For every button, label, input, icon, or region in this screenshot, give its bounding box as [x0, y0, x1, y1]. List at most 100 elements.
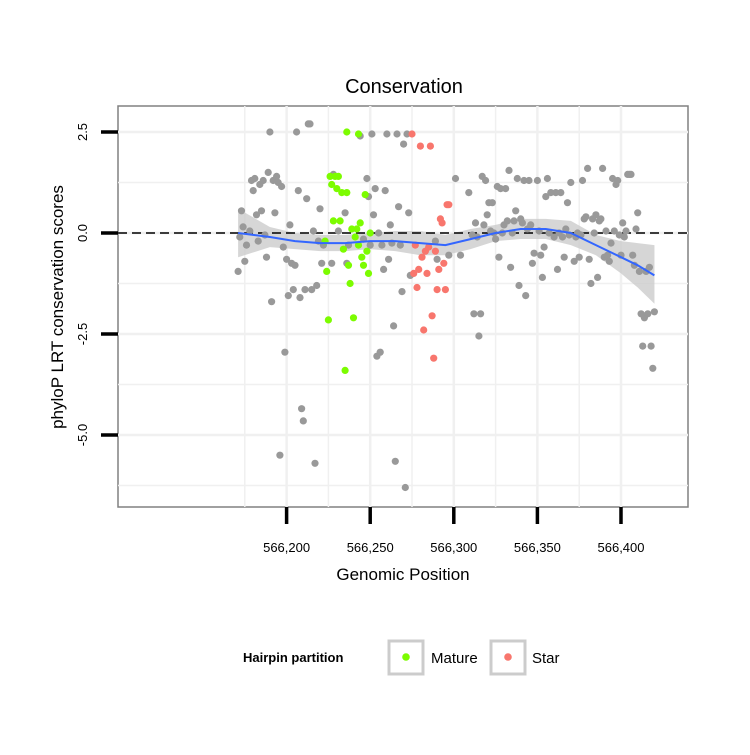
- point-other: [495, 253, 503, 261]
- point-star: [431, 247, 439, 255]
- point-other: [558, 233, 567, 241]
- point-other: [328, 259, 336, 267]
- point-other: [271, 209, 279, 217]
- point-other: [587, 279, 595, 288]
- point-other: [251, 174, 259, 183]
- point-other: [252, 211, 261, 219]
- point-other: [293, 128, 301, 136]
- point-other: [627, 170, 635, 178]
- point-other: [276, 451, 284, 459]
- x-axis: 566,200 566,250 566,300 566,350 566,400: [263, 507, 645, 555]
- point-other: [278, 182, 286, 191]
- point-other: [294, 187, 302, 195]
- point-other: [644, 310, 652, 318]
- point-mature: [329, 217, 337, 225]
- point-other: [560, 253, 568, 261]
- point-other: [619, 219, 627, 227]
- point-other: [445, 251, 453, 259]
- point-star: [418, 253, 426, 261]
- series-star: [408, 130, 453, 362]
- point-other: [268, 298, 276, 306]
- point-mature: [363, 247, 371, 255]
- point-other: [537, 251, 545, 259]
- point-other: [527, 221, 535, 229]
- point-other: [502, 185, 510, 193]
- points-layer: [234, 120, 659, 492]
- point-other: [594, 273, 602, 281]
- point-other: [318, 259, 326, 267]
- point-star: [438, 219, 446, 227]
- legend-dot-mature: [402, 653, 410, 661]
- point-other: [341, 209, 349, 217]
- point-other: [234, 267, 242, 275]
- point-other: [257, 207, 266, 215]
- x-axis-label: Genomic Position: [336, 565, 469, 584]
- point-other: [629, 251, 637, 259]
- point-mature: [323, 267, 331, 275]
- point-other: [635, 267, 644, 275]
- point-other: [475, 332, 483, 340]
- point-other: [607, 239, 615, 247]
- point-other: [334, 227, 342, 235]
- point-other: [477, 310, 485, 318]
- point-other: [483, 211, 491, 219]
- point-mature: [343, 128, 351, 136]
- point-star: [441, 286, 449, 294]
- point-star: [428, 312, 436, 320]
- x-tick-label: 566,350: [514, 540, 561, 555]
- point-other: [575, 253, 583, 261]
- point-other: [585, 255, 593, 263]
- point-mature: [353, 225, 361, 233]
- point-star: [410, 269, 418, 277]
- point-star: [440, 259, 448, 267]
- legend-label-star: Star: [532, 650, 560, 667]
- point-other: [289, 286, 297, 294]
- point-other: [291, 261, 299, 269]
- point-other: [563, 199, 572, 207]
- point-other: [309, 227, 317, 235]
- point-other: [246, 227, 254, 235]
- point-other: [313, 281, 321, 290]
- point-other: [451, 174, 460, 183]
- point-other: [375, 229, 383, 237]
- point-other: [254, 237, 262, 245]
- point-mature: [366, 229, 374, 237]
- point-other: [385, 255, 393, 263]
- point-other: [386, 221, 394, 229]
- point-other: [592, 211, 600, 219]
- chart-title: Conservation: [345, 76, 463, 98]
- point-mature: [354, 130, 363, 138]
- point-other: [639, 342, 647, 350]
- point-other: [605, 257, 613, 265]
- point-star: [408, 130, 416, 138]
- point-other: [376, 348, 384, 356]
- point-other: [610, 227, 618, 235]
- point-other: [239, 223, 247, 231]
- point-star: [426, 142, 434, 150]
- series-other: [234, 120, 659, 492]
- point-mature: [324, 316, 332, 324]
- legend-item-mature: Mature: [387, 639, 478, 676]
- plot-panel: [117, 105, 689, 508]
- point-other: [396, 241, 404, 249]
- point-other: [273, 172, 281, 180]
- point-other: [513, 174, 521, 183]
- point-other: [584, 164, 592, 172]
- point-mature: [364, 269, 373, 277]
- point-mature: [359, 261, 368, 269]
- point-other: [632, 225, 640, 233]
- point-other: [488, 199, 496, 207]
- point-other: [371, 185, 379, 193]
- point-other: [236, 233, 244, 241]
- point-other: [530, 249, 538, 257]
- point-mature: [338, 189, 346, 197]
- point-other: [497, 185, 505, 193]
- point-mature: [354, 241, 363, 249]
- point-star: [435, 265, 443, 273]
- point-other: [614, 176, 622, 185]
- point-other: [520, 176, 528, 185]
- point-mature: [339, 245, 347, 253]
- point-other: [398, 288, 406, 296]
- x-tick-label: 566,300: [430, 540, 477, 555]
